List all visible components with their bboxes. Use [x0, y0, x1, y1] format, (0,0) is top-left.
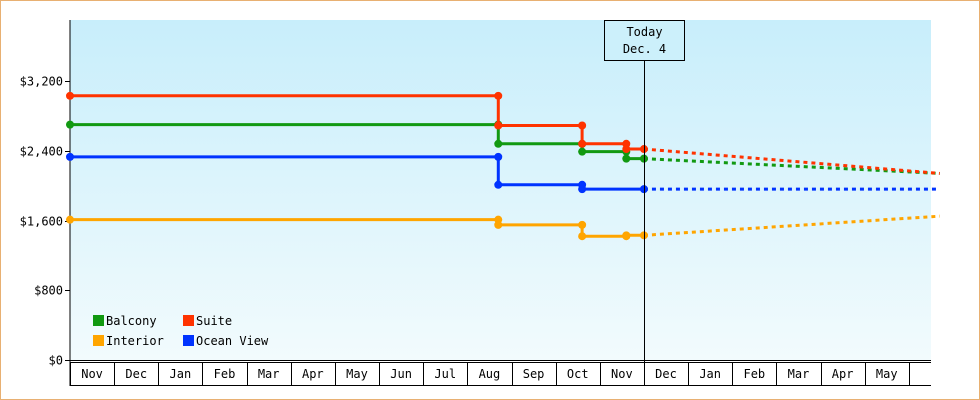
month-label: May: [346, 367, 368, 381]
data-point: [578, 147, 587, 156]
series-interior: [66, 214, 940, 241]
today-label: Today: [626, 25, 662, 39]
month-label: Feb: [743, 367, 765, 381]
data-point: [66, 120, 74, 129]
y-tick-label: $0: [49, 354, 63, 368]
y-tick-label: $2,400: [20, 145, 63, 159]
month-label: Apr: [302, 367, 324, 381]
month-label: Nov: [611, 367, 633, 381]
month-label: Sep: [523, 367, 545, 381]
data-point: [494, 180, 503, 189]
month-label: Mar: [788, 367, 810, 381]
data-point: [578, 139, 587, 148]
data-point: [578, 232, 587, 241]
month-axis: Nov Dec Jan Feb Mar Apr May Jun Jul Aug Sep Oct Nov D…: [70, 362, 931, 386]
y-tick-label: $1,600: [20, 215, 63, 229]
month-label: Dec: [125, 367, 147, 381]
data-point: [622, 145, 631, 154]
y-tick-label: $3,200: [20, 75, 63, 89]
data-point: [639, 185, 648, 194]
y-axis: $0 $800 $1,600 $2,400 $3,200: [20, 20, 931, 386]
legend-label: Interior: [106, 334, 164, 348]
data-point: [622, 154, 631, 163]
series-suite: [66, 91, 940, 175]
today-date: Dec. 4: [623, 42, 666, 56]
data-point: [639, 231, 648, 240]
data-point: [494, 220, 503, 229]
data-point: [639, 154, 648, 163]
today-box: [604, 20, 685, 61]
legend-item: Suite: [183, 314, 232, 328]
series-ocean-view: [66, 152, 940, 194]
month-label: Apr: [832, 367, 854, 381]
legend-item: Balcony: [93, 314, 157, 328]
forecast-line: [643, 157, 940, 175]
legend-label: Ocean View: [196, 334, 269, 348]
legend: Balcony Suite Interior Ocean View: [93, 314, 269, 348]
month-label: Aug: [479, 367, 501, 381]
legend-label: Suite: [196, 314, 232, 328]
data-point: [66, 215, 74, 224]
data-point: [66, 152, 74, 161]
legend-item: Interior: [93, 334, 164, 348]
forecast-line: [643, 214, 940, 237]
month-label: Feb: [214, 367, 236, 381]
series-line: [70, 155, 644, 191]
series-layer: [66, 91, 940, 241]
data-point: [639, 145, 648, 154]
data-point: [494, 91, 503, 100]
today-marker: Today Dec. 4: [604, 20, 685, 385]
month-label: Oct: [567, 367, 589, 381]
month-label: Jan: [170, 367, 192, 381]
data-point: [494, 152, 503, 161]
legend-swatch: [183, 335, 194, 346]
forecast-line: [643, 147, 940, 175]
legend-label: Balcony: [106, 314, 157, 328]
data-point: [494, 121, 503, 130]
month-label: Dec: [655, 367, 677, 381]
month-label: Jun: [390, 367, 412, 381]
y-tick-label: $800: [34, 284, 63, 298]
data-point: [622, 231, 631, 240]
legend-swatch: [93, 335, 104, 346]
month-label: Jul: [434, 367, 456, 381]
month-label: Nov: [81, 367, 103, 381]
legend-swatch: [183, 315, 194, 326]
data-point: [578, 220, 587, 229]
month-label: Jan: [699, 367, 721, 381]
month-label: May: [876, 367, 898, 381]
month-label: Mar: [258, 367, 280, 381]
data-point: [578, 185, 587, 194]
plot-area: [70, 20, 931, 360]
legend-item: Ocean View: [183, 334, 269, 348]
legend-swatch: [93, 315, 104, 326]
data-point: [66, 91, 74, 100]
data-point: [494, 139, 503, 148]
data-point: [578, 121, 587, 130]
